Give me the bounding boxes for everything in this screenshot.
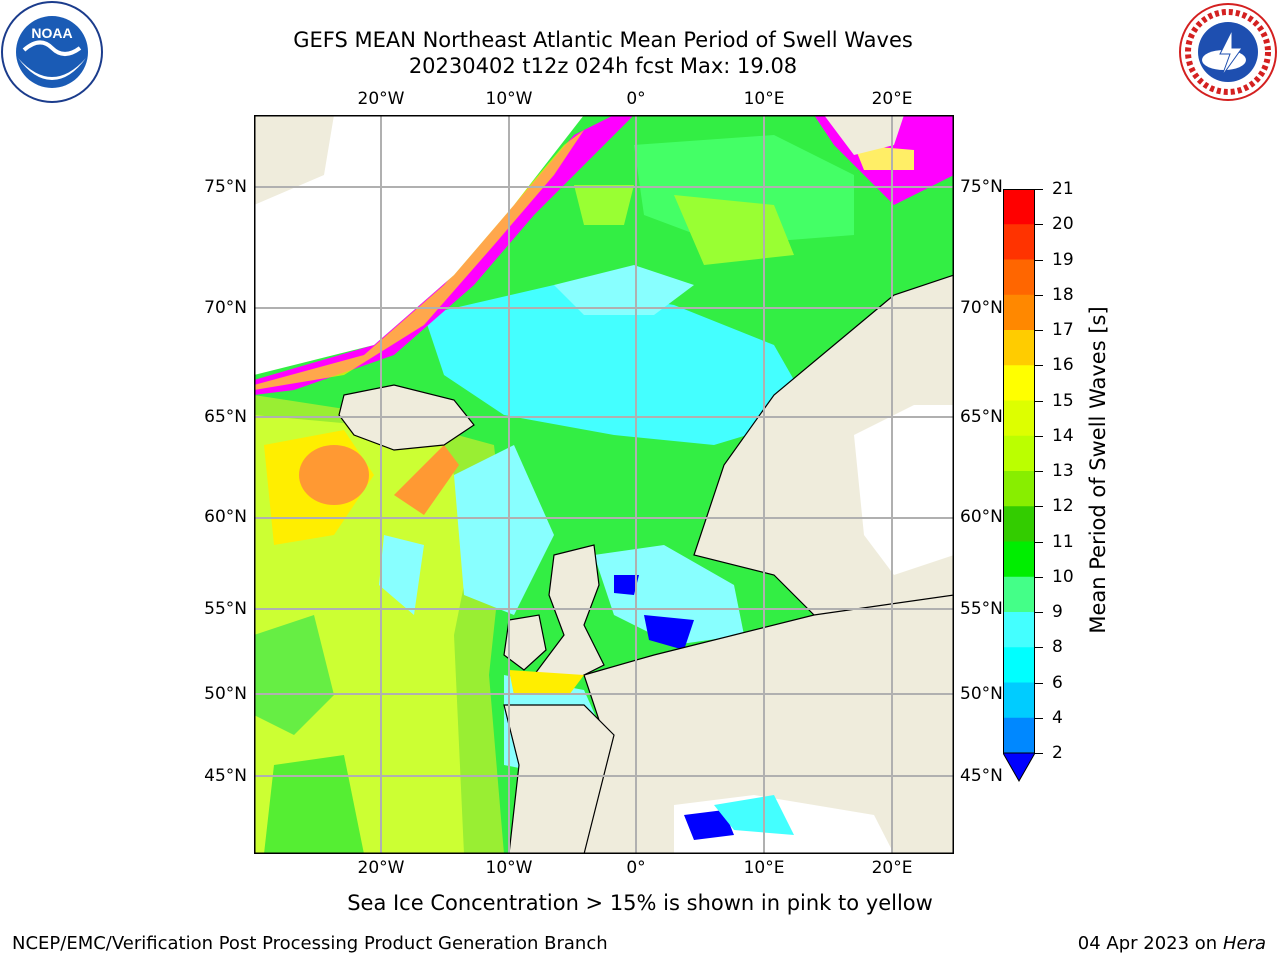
lat-tick-left-6: 45°N [204, 766, 247, 786]
map-frame [254, 115, 954, 854]
graticule [254, 115, 954, 854]
lat-tick-left-1: 70°N [204, 298, 247, 318]
lat-tick-right-6: 45°N [960, 766, 1003, 786]
chart-title: GEFS MEAN Northeast Atlantic Mean Period… [293, 28, 913, 52]
colorbar-tick-mark [1035, 647, 1043, 649]
sea-ice-caption: Sea Ice Concentration > 15% is shown in … [347, 891, 933, 915]
colorbar-tick-label: 21 [1052, 179, 1074, 199]
nws-logo [1176, 0, 1280, 104]
map-area [254, 115, 955, 855]
colorbar-tick-label: 15 [1052, 390, 1074, 411]
colorbar-tick-label: 18 [1052, 284, 1074, 305]
lat-tick-right-0: 75°N [960, 177, 1003, 197]
lat-tick-right-3: 60°N [960, 507, 1003, 527]
greenland [254, 115, 584, 375]
colorbar-tick-mark [1035, 259, 1043, 261]
colorbar-tick-mark [1035, 682, 1043, 684]
colorbar-segment [1003, 682, 1035, 719]
footer-date: 04 Apr 2023 on Hera [1078, 933, 1266, 954]
colorbar-tick-mark [1035, 753, 1043, 754]
colorbar-segment [1003, 647, 1035, 683]
colorbar-tick-mark [1035, 330, 1043, 331]
colorbar-tick-label: 6 [1052, 672, 1063, 693]
baltic-sea [854, 405, 954, 575]
footer-host: Hera [1222, 933, 1266, 954]
colorbar-tick-mark [1035, 365, 1043, 367]
lon-tick-top-3: 10°E [743, 89, 785, 109]
colorbar-tick-label: 16 [1052, 355, 1074, 376]
colorbar-segment [1003, 435, 1035, 472]
lat-tick-left-5: 50°N [204, 684, 247, 704]
colorbar-tick-mark [1035, 576, 1043, 578]
colorbar-tick-mark [1035, 294, 1043, 296]
colorbar-tick-label: 14 [1052, 425, 1074, 446]
colorbar-segment [1003, 717, 1035, 754]
footer-credit: NCEP/EMC/Verification Post Processing Pr… [12, 933, 608, 954]
swell-max-east [394, 445, 459, 515]
colorbar-segment [1003, 506, 1035, 542]
lat-tick-left-3: 60°N [204, 507, 247, 527]
lon-tick-top-2: 0° [626, 89, 646, 109]
colorbar-tick-mark [1035, 400, 1043, 402]
colorbar-segment [1003, 330, 1035, 366]
colorbar-segment [1003, 224, 1035, 260]
footer-date-text: 04 Apr 2023 on [1077, 933, 1223, 954]
lat-tick-left-2: 65°N [204, 407, 247, 427]
lat-tick-left-4: 55°N [204, 599, 247, 619]
colorbar-frame [1003, 189, 1035, 754]
colorbar-tick-label: 2 [1052, 743, 1063, 763]
chart-subtitle: 20230402 t12z 024h fcst Max: 19.08 [408, 54, 798, 78]
colorbar-tick-label: 20 [1052, 214, 1074, 235]
lon-tick-bottom-3: 10°E [743, 858, 785, 878]
lon-tick-top-0: 20°W [357, 89, 405, 109]
lat-tick-right-2: 65°N [960, 407, 1003, 427]
colorbar-tick-label: 8 [1052, 637, 1063, 658]
north-sea [594, 545, 744, 645]
colorbar-segment [1003, 471, 1035, 507]
lat-tick-left-0: 75°N [204, 177, 247, 197]
colorbar-tick-label: 17 [1052, 320, 1074, 340]
lat-tick-right-1: 70°N [960, 298, 1003, 318]
lon-tick-top-4: 20°E [871, 89, 913, 109]
colorbar-label: Mean Period of Swell Waves [s] [1086, 306, 1110, 634]
colorbar-segment [1003, 612, 1035, 648]
lat-tick-right-5: 50°N [960, 684, 1003, 704]
colorbar-tick-label: 13 [1052, 461, 1074, 481]
lon-tick-bottom-0: 20°W [357, 858, 405, 878]
lon-tick-top-1: 10°W [485, 89, 533, 109]
colorbar-tick-label: 9 [1052, 602, 1063, 622]
svalbard [824, 115, 904, 155]
swell-max-west [299, 445, 369, 505]
colorbar-tick-label: 11 [1052, 531, 1074, 552]
colorbar-tick-mark [1035, 612, 1043, 613]
colorbar-segment [1003, 294, 1035, 331]
colorbar-tick-label: 19 [1052, 249, 1074, 270]
colorbar-segment [1003, 400, 1035, 437]
colorbar-segment [1003, 259, 1035, 296]
lon-tick-bottom-2: 0° [626, 858, 646, 878]
colorbar-tick-label: 12 [1052, 496, 1074, 517]
colorbar-tick-mark [1035, 471, 1043, 472]
colorbar-tick-label: 10 [1052, 566, 1074, 587]
colorbar-tick-mark [1035, 717, 1043, 719]
colorbar-tick-mark [1035, 541, 1043, 543]
colorbar [1002, 189, 1036, 783]
colorbar-tick-mark [1035, 224, 1043, 226]
colorbar-segment [1003, 365, 1035, 401]
colorbar-tick-mark [1035, 189, 1043, 190]
noaa-logo: NOAA [0, 0, 104, 104]
svg-text:NOAA: NOAA [31, 25, 72, 41]
colorbar-segment [1003, 541, 1035, 578]
cyan-region-norwegian [424, 285, 814, 445]
colorbar-extend-triangle [1002, 752, 1036, 783]
colorbar-tick-label: 4 [1052, 707, 1063, 728]
lat-tick-right-4: 55°N [960, 599, 1003, 619]
ireland [503, 614, 547, 671]
lon-tick-bottom-4: 20°E [871, 858, 913, 878]
colorbar-tick-mark [1035, 435, 1043, 437]
colorbar-segment [1003, 576, 1035, 613]
colorbar-tick-mark [1035, 506, 1043, 508]
lon-tick-bottom-1: 10°W [485, 858, 533, 878]
colorbar-segment [1003, 189, 1035, 225]
